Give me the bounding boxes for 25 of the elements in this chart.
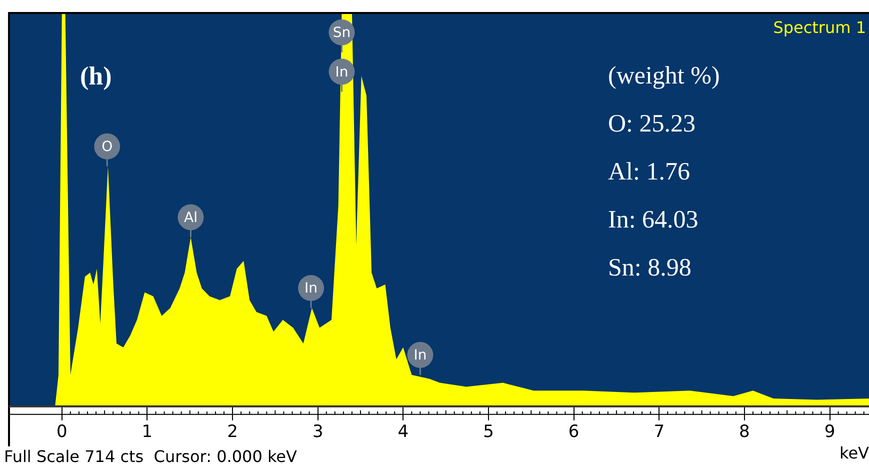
annotation: Al: 1.76 xyxy=(608,158,690,186)
text: Full Scale 714 cts Cursor: 0.000 keV xyxy=(4,447,297,466)
x-tick-label: 7 xyxy=(654,422,665,442)
annotation: (weight %) xyxy=(608,62,720,90)
annotation: Spectrum 1 xyxy=(773,18,866,38)
annotation: In xyxy=(414,348,427,364)
x-tick-label: 3 xyxy=(312,422,324,442)
annotation: (h) xyxy=(80,62,112,91)
annotation: Al xyxy=(184,210,198,226)
x-tick-label: 8 xyxy=(739,422,750,442)
annotation: O xyxy=(102,139,113,156)
x-tick-label: 9 xyxy=(824,422,836,442)
annotation: Sn: 8.98 xyxy=(608,254,692,282)
annotation: In: 64.03 xyxy=(608,206,698,234)
x-tick-label: 5 xyxy=(483,422,494,442)
x-tick-label: 1 xyxy=(142,422,153,442)
x-tick-label: 6 xyxy=(568,422,580,442)
annotation: In xyxy=(335,64,348,80)
x-tick-label: 0 xyxy=(56,422,68,442)
x-axis-title: keV xyxy=(840,444,869,463)
x-tick-label: 4 xyxy=(398,422,409,442)
annotation: O: 25.23 xyxy=(608,110,696,138)
x-tick-label: 2 xyxy=(227,422,238,442)
annotation: In xyxy=(304,280,318,297)
annotation: Sn xyxy=(332,24,351,41)
